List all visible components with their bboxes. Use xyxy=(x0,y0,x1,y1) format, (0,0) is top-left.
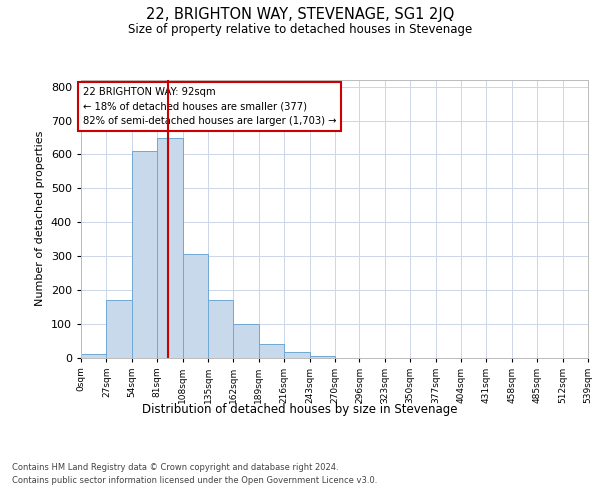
Bar xyxy=(208,300,233,358)
Bar xyxy=(132,151,157,358)
Bar xyxy=(233,324,259,358)
Text: Size of property relative to detached houses in Stevenage: Size of property relative to detached ho… xyxy=(128,22,472,36)
Bar xyxy=(106,300,132,358)
Bar xyxy=(182,254,208,358)
Text: 22, BRIGHTON WAY, STEVENAGE, SG1 2JQ: 22, BRIGHTON WAY, STEVENAGE, SG1 2JQ xyxy=(146,8,454,22)
Bar xyxy=(81,354,106,358)
Text: 22 BRIGHTON WAY: 92sqm
← 18% of detached houses are smaller (377)
82% of semi-de: 22 BRIGHTON WAY: 92sqm ← 18% of detached… xyxy=(83,87,337,126)
Text: Contains public sector information licensed under the Open Government Licence v3: Contains public sector information licen… xyxy=(12,476,377,485)
Text: Contains HM Land Registry data © Crown copyright and database right 2024.: Contains HM Land Registry data © Crown c… xyxy=(12,462,338,471)
Bar xyxy=(157,138,182,358)
Y-axis label: Number of detached properties: Number of detached properties xyxy=(35,131,45,306)
Bar xyxy=(259,344,284,358)
Bar xyxy=(310,356,335,358)
Text: Distribution of detached houses by size in Stevenage: Distribution of detached houses by size … xyxy=(142,402,458,415)
Bar xyxy=(284,352,310,358)
